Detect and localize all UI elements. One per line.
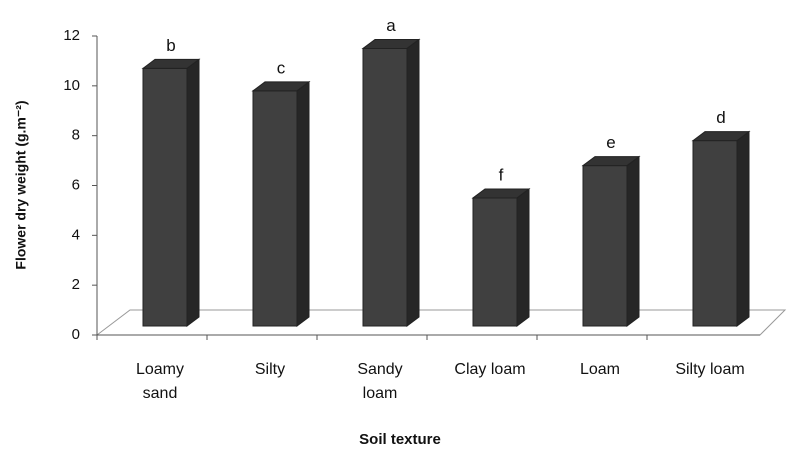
bar-side <box>296 80 310 327</box>
bar-top <box>581 156 641 167</box>
significance-letter: b <box>166 36 175 55</box>
y-axis-label: Flower dry weight (g.m⁻²) <box>13 100 29 269</box>
significance-letter: a <box>386 16 396 35</box>
bar <box>691 130 751 327</box>
bar <box>471 187 531 327</box>
bar-front <box>582 165 628 327</box>
x-tick-label: Clay loam <box>454 361 526 378</box>
bar-top <box>361 38 421 49</box>
significance-letter: e <box>606 133 615 152</box>
x-tick-label: Sandy loam <box>357 361 403 402</box>
bar-top <box>471 188 531 199</box>
y-tick-label: 10 <box>63 77 80 94</box>
y-tick-label: 6 <box>72 176 80 193</box>
bar-front <box>362 47 408 327</box>
x-tick-label: Loam <box>579 361 621 378</box>
bar <box>141 58 201 327</box>
floor <box>95 309 787 336</box>
significance-letter: f <box>499 165 504 184</box>
bar-front <box>692 140 738 327</box>
bar-side <box>626 155 640 327</box>
bar-side <box>406 38 420 327</box>
bar-side <box>736 130 750 327</box>
bar <box>251 80 311 327</box>
x-axis-label: Soil texture <box>359 431 441 448</box>
bar-front <box>252 90 298 327</box>
y-tick-label: 2 <box>72 276 80 293</box>
y-tick-label: 8 <box>72 127 80 144</box>
bar-front <box>142 67 188 327</box>
x-tick-label: Silty loam <box>675 361 745 378</box>
bar-top <box>141 58 201 69</box>
significance-letter: d <box>716 108 725 127</box>
bar-top <box>251 81 311 92</box>
bar-top <box>691 131 751 142</box>
y-tick-label: 12 <box>63 27 80 44</box>
bar-front <box>472 197 518 327</box>
y-tick-label: 4 <box>72 226 80 243</box>
bar <box>581 155 641 327</box>
y-tick-label: 0 <box>72 326 80 343</box>
bar <box>361 38 421 327</box>
bar-side <box>186 58 200 327</box>
bar-side <box>516 187 530 327</box>
significance-letter: c <box>277 58 286 77</box>
x-tick-label: Loamy sand <box>135 361 185 402</box>
x-tick-label: Silty <box>254 361 286 378</box>
